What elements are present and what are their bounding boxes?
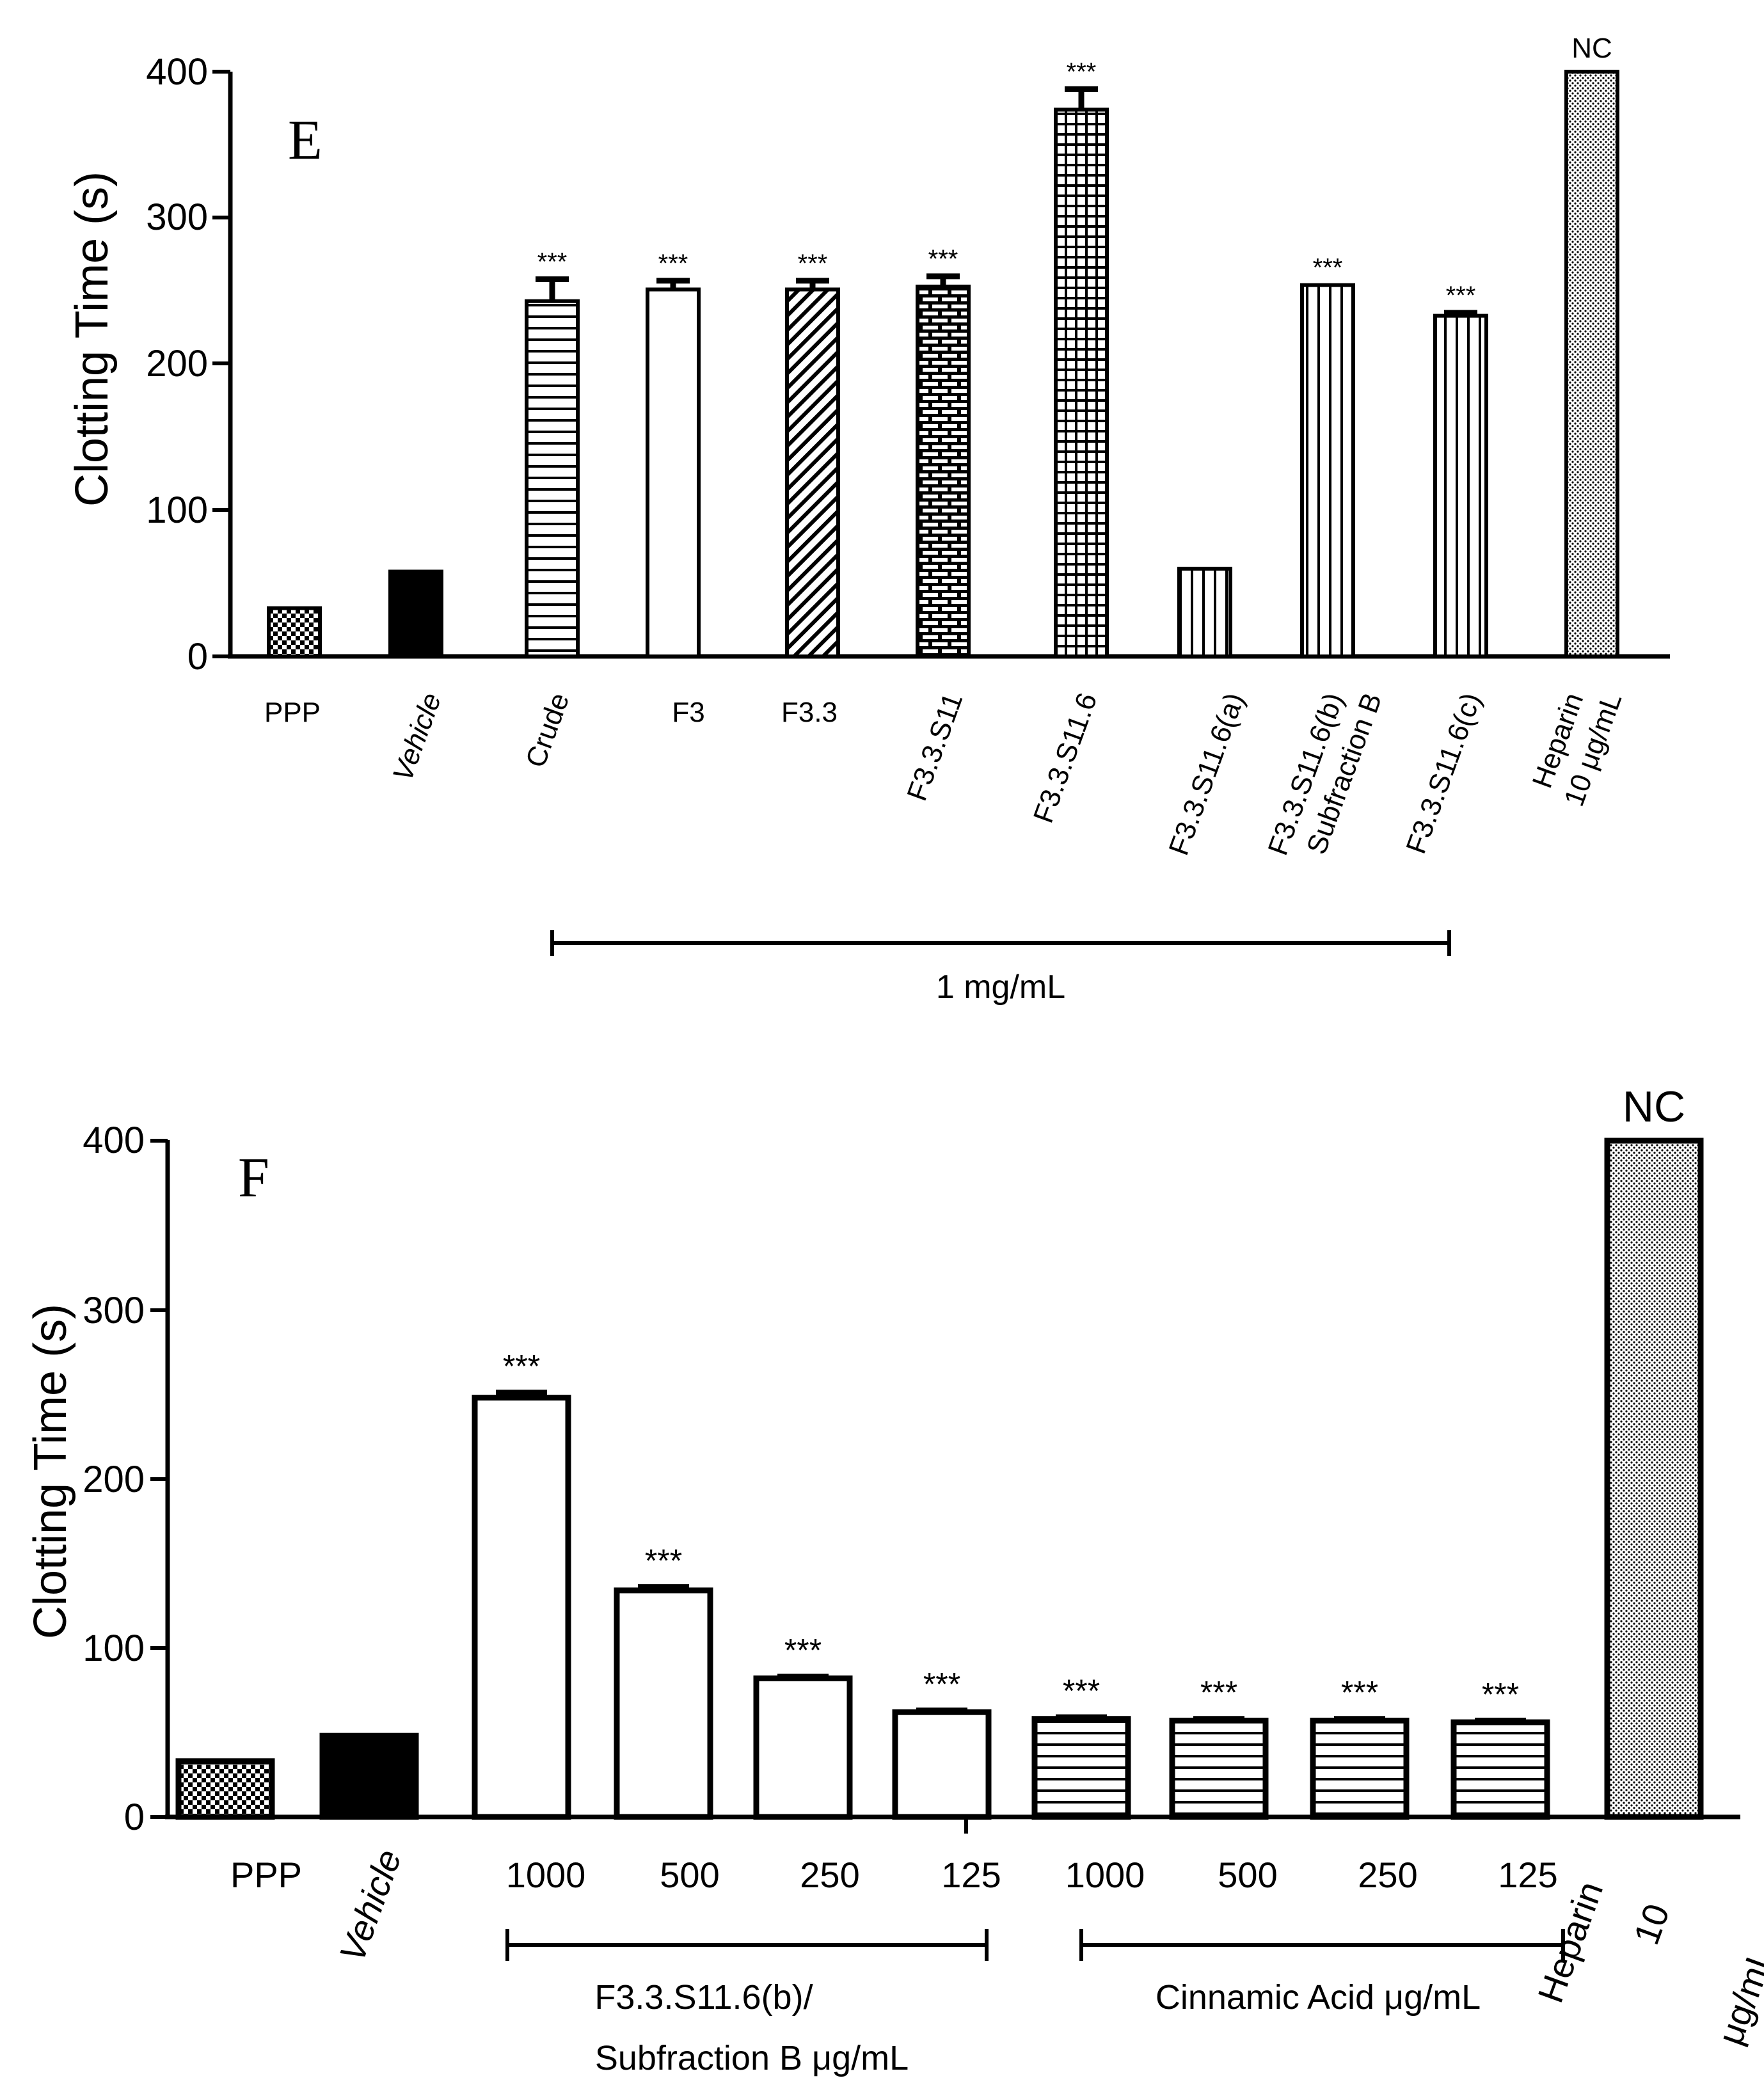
y-tick-label-f-100: 100 — [83, 1628, 145, 1669]
bar-e-5 — [916, 284, 971, 658]
x-label-e-ppp: PPP — [264, 697, 321, 728]
y-tick-label-e-200: 200 — [146, 343, 208, 384]
x-label-f-heparin: Heparin — [1530, 1876, 1610, 2008]
significance-label-e-8: *** — [1313, 254, 1343, 282]
significance-label-f-4: *** — [784, 1633, 822, 1669]
x-label-f-vehicle: Vehicle — [331, 1844, 409, 1967]
panel-letter-e: E — [288, 109, 322, 171]
bar-e-0 — [267, 606, 322, 658]
x-label-e-f3-3-s11-6: F3.3.S11.6 — [1028, 689, 1104, 827]
bar-e-6 — [1054, 107, 1109, 659]
panel-e: E Clotting Time (s) 0 100 200 300 400 PP… — [67, 51, 1670, 1006]
group-label-e-1mg: 1 mg/mL — [936, 969, 1065, 1006]
group-label-f-subfraction-2: Subfraction B μg/mL — [595, 2039, 909, 2077]
y-axis-label-e: Clotting Time (s) — [67, 171, 118, 507]
y-tick-label-e-400: 400 — [146, 51, 208, 93]
bar-e-2 — [525, 299, 580, 658]
x-label-e-f3-3: F3.3 — [781, 697, 838, 728]
x-label-e-s11-6a: F3.3.S11.6(a) — [1163, 689, 1250, 859]
group-label-f-cinnamic: Cinnamic Acid μg/mL — [1156, 1978, 1481, 2017]
significance-label-f-5: *** — [923, 1667, 960, 1702]
bar-f-5 — [892, 1709, 992, 1820]
group-label-f-subfraction-1: F3.3.S11.6(b)/ — [594, 1978, 813, 2017]
x-label-f-heparin-10: 10 — [1626, 1899, 1678, 1950]
bar-f-1 — [319, 1732, 419, 1820]
bar-f-3 — [614, 1587, 713, 1820]
significance-label-f-8: *** — [1341, 1675, 1378, 1711]
significance-label-f-2: *** — [503, 1349, 540, 1384]
bar-f-0 — [175, 1758, 275, 1820]
x-label-f-ppp: PPP — [230, 1855, 302, 1895]
bar-e-4 — [785, 287, 840, 658]
x-label-e-f3: F3 — [672, 697, 704, 728]
significance-label-e-4: *** — [798, 250, 828, 278]
significance-label-f-6: *** — [1063, 1673, 1100, 1709]
significance-label-e-6: *** — [1067, 58, 1097, 86]
bar-f-7 — [1169, 1717, 1269, 1820]
bar-e-3 — [646, 287, 701, 658]
x-label-e-crude: Crude — [520, 689, 575, 772]
x-label-f-ca-500: 500 — [1218, 1855, 1277, 1895]
bars-e: *** *** *** *** *** *** *** NC — [267, 33, 1619, 659]
x-label-f-b-250: 250 — [800, 1855, 859, 1895]
x-label-f-ca-125: 125 — [1498, 1855, 1557, 1895]
panel-letter-f: F — [238, 1147, 269, 1209]
x-label-f-ca-1000: 1000 — [1065, 1855, 1145, 1895]
x-label-f-b-500: 500 — [660, 1855, 719, 1895]
significance-label-f-9: *** — [1482, 1676, 1519, 1712]
significance-label-e-9: *** — [1446, 281, 1476, 310]
y-axis-label-f: Clotting Time (s) — [25, 1304, 76, 1639]
bar-f-10 — [1604, 1138, 1704, 1820]
bar-f-6 — [1031, 1716, 1131, 1820]
x-label-f-ca-250: 250 — [1358, 1855, 1417, 1895]
y-tick-label-f-200: 200 — [83, 1459, 145, 1500]
panel-f: F Clotting Time (s) 0 100 200 300 400 PP… — [25, 1120, 1764, 2077]
y-tick-label-e-300: 300 — [146, 196, 208, 238]
nc-label-e-10: NC — [1571, 33, 1612, 64]
significance-label-e-3: *** — [658, 250, 688, 278]
bar-e-10 — [1564, 70, 1619, 658]
y-tick-label-f-0: 0 — [124, 1796, 145, 1838]
bar-e-8 — [1300, 283, 1355, 658]
bar-f-4 — [753, 1675, 853, 1820]
bar-f-8 — [1310, 1717, 1410, 1820]
y-tick-label-e-0: 0 — [187, 636, 208, 678]
bar-e-7 — [1177, 566, 1232, 659]
bar-e-9 — [1433, 313, 1488, 659]
y-tick-label-e-100: 100 — [146, 489, 208, 531]
significance-label-e-5: *** — [928, 245, 958, 273]
y-tick-label-f-400: 400 — [83, 1120, 145, 1161]
bar-e-1 — [388, 569, 443, 658]
bar-f-9 — [1450, 1719, 1550, 1820]
x-label-e-s11-6c: F3.3.S11.6(c) — [1400, 689, 1487, 858]
bar-f-2 — [472, 1395, 571, 1820]
x-label-f-b-125: 125 — [941, 1855, 1001, 1895]
nc-label-f-10: NC — [1623, 1082, 1685, 1131]
x-label-e-f3-3-s11: F3.3.S11 — [901, 689, 969, 805]
bars-f: *** *** *** *** *** *** *** *** NC — [175, 1082, 1704, 1820]
significance-label-f-3: *** — [645, 1543, 682, 1579]
x-label-f-heparin-unit: μg/mL — [1710, 1942, 1764, 2050]
significance-label-f-7: *** — [1200, 1675, 1237, 1711]
x-label-e-vehicle: Vehicle — [387, 689, 448, 786]
x-label-f-b-1000: 1000 — [506, 1855, 586, 1895]
y-tick-label-f-300: 300 — [83, 1290, 145, 1331]
significance-label-e-2: *** — [537, 248, 568, 276]
